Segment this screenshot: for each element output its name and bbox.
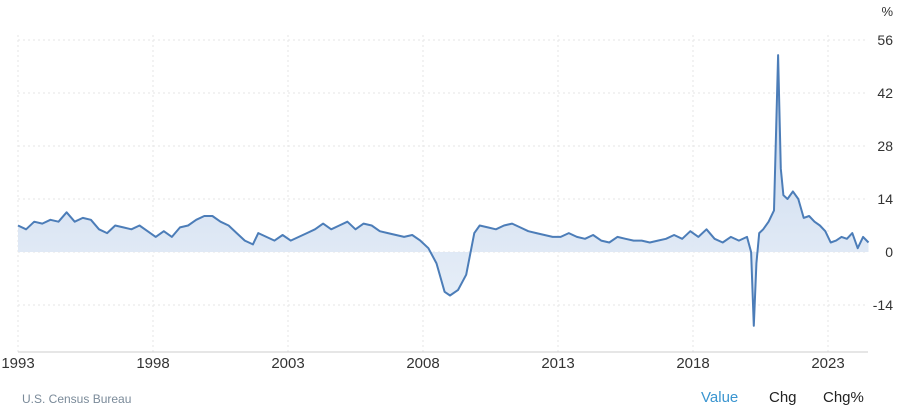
x-tick-label: 1998 <box>136 355 169 372</box>
x-tick-label: 2013 <box>541 355 574 372</box>
x-tick-label: 1993 <box>1 355 34 372</box>
y-tick-label: 42 <box>877 85 893 101</box>
chg-toggle[interactable]: Chg <box>769 389 797 406</box>
y-tick-label: -14 <box>873 297 893 313</box>
y-tick-label: 0 <box>885 244 893 260</box>
value-toggle[interactable]: Value <box>701 389 739 406</box>
series-line[interactable] <box>17 54 870 327</box>
x-tick-label: 2023 <box>811 355 844 372</box>
chg-percent-toggle[interactable]: Chg% <box>823 389 864 406</box>
y-tick-label: 28 <box>877 138 893 154</box>
axis-layer: % 56 42 28 14 0 -14 1993 1998 2003 2008 2013 2018 202… <box>1 4 893 372</box>
y-tick-label: 14 <box>877 191 893 207</box>
y-tick-label: 56 <box>877 32 893 48</box>
x-tick-label: 2018 <box>676 355 709 372</box>
series-area <box>18 55 869 326</box>
series-layer <box>17 54 870 327</box>
x-tick-label: 2003 <box>271 355 304 372</box>
unit-label: % <box>881 4 893 19</box>
source-label[interactable]: U.S. Census Bureau <box>22 392 132 406</box>
grid-layer <box>17 35 868 352</box>
x-tick-label: 2008 <box>406 355 439 372</box>
